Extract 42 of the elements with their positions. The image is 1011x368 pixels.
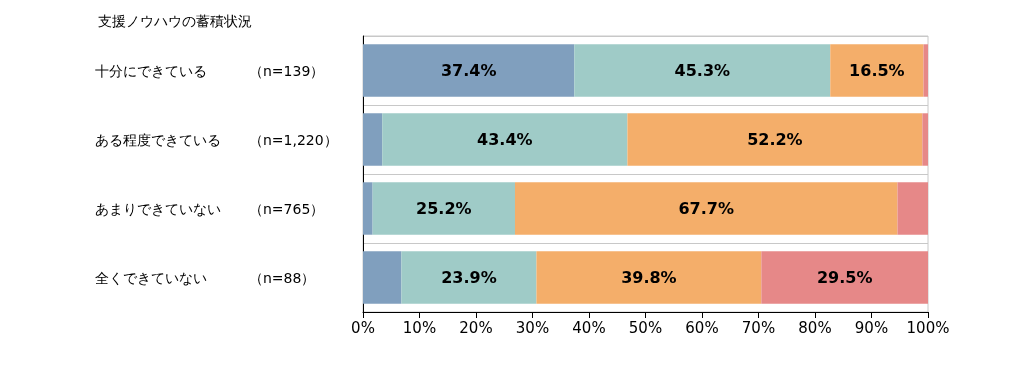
x-tick-label: 10% bbox=[402, 318, 437, 337]
bar bbox=[363, 251, 402, 304]
x-tick-label: 60% bbox=[685, 318, 719, 337]
x-tick-label: 30% bbox=[515, 318, 550, 337]
bar bbox=[897, 182, 928, 235]
x-tick-label: 70% bbox=[741, 318, 776, 337]
bar bbox=[922, 113, 928, 166]
data-label: 52.2% bbox=[747, 130, 803, 149]
data-label: 25.2% bbox=[416, 199, 472, 218]
x-tick-label: 40% bbox=[572, 318, 606, 337]
bar bbox=[761, 251, 928, 304]
data-label: 39.8% bbox=[621, 268, 677, 287]
x-tick-label: 20% bbox=[459, 318, 493, 337]
bar bbox=[536, 251, 762, 304]
bar bbox=[382, 113, 628, 166]
x-tick-label: 80% bbox=[798, 318, 832, 337]
y-tick-label: 全くできていない （n=88） bbox=[95, 269, 316, 286]
bar bbox=[401, 251, 537, 304]
bar bbox=[372, 182, 515, 235]
data-label: 16.5% bbox=[849, 61, 905, 80]
data-label: 23.9% bbox=[441, 268, 497, 287]
bar bbox=[363, 113, 383, 166]
bar bbox=[923, 44, 928, 97]
text: 支援ノウハウの蓄積状況 bbox=[98, 13, 252, 29]
data-label: 67.7% bbox=[678, 199, 734, 218]
y-tick-label: あまりできていない （n=765） bbox=[95, 200, 325, 217]
x-tick-label: 100% bbox=[906, 318, 950, 337]
x-tick-label: 90% bbox=[854, 318, 889, 337]
bar bbox=[830, 44, 924, 97]
data-label: 37.4% bbox=[440, 61, 497, 80]
bar bbox=[363, 182, 373, 235]
data-label: 45.3% bbox=[674, 61, 731, 80]
y-tick-label: ある程度できている （n=1,220） bbox=[95, 131, 338, 148]
bar bbox=[363, 44, 575, 97]
data-label: 43.4% bbox=[477, 130, 533, 149]
bar bbox=[574, 44, 831, 97]
bar bbox=[514, 182, 898, 235]
bar bbox=[627, 113, 923, 166]
data-label: 29.5% bbox=[816, 268, 873, 287]
x-tick-label: 50% bbox=[628, 318, 663, 337]
x-tick-label: 0% bbox=[351, 318, 375, 337]
y-tick-label: 十分にできている （n=139） bbox=[95, 62, 325, 79]
